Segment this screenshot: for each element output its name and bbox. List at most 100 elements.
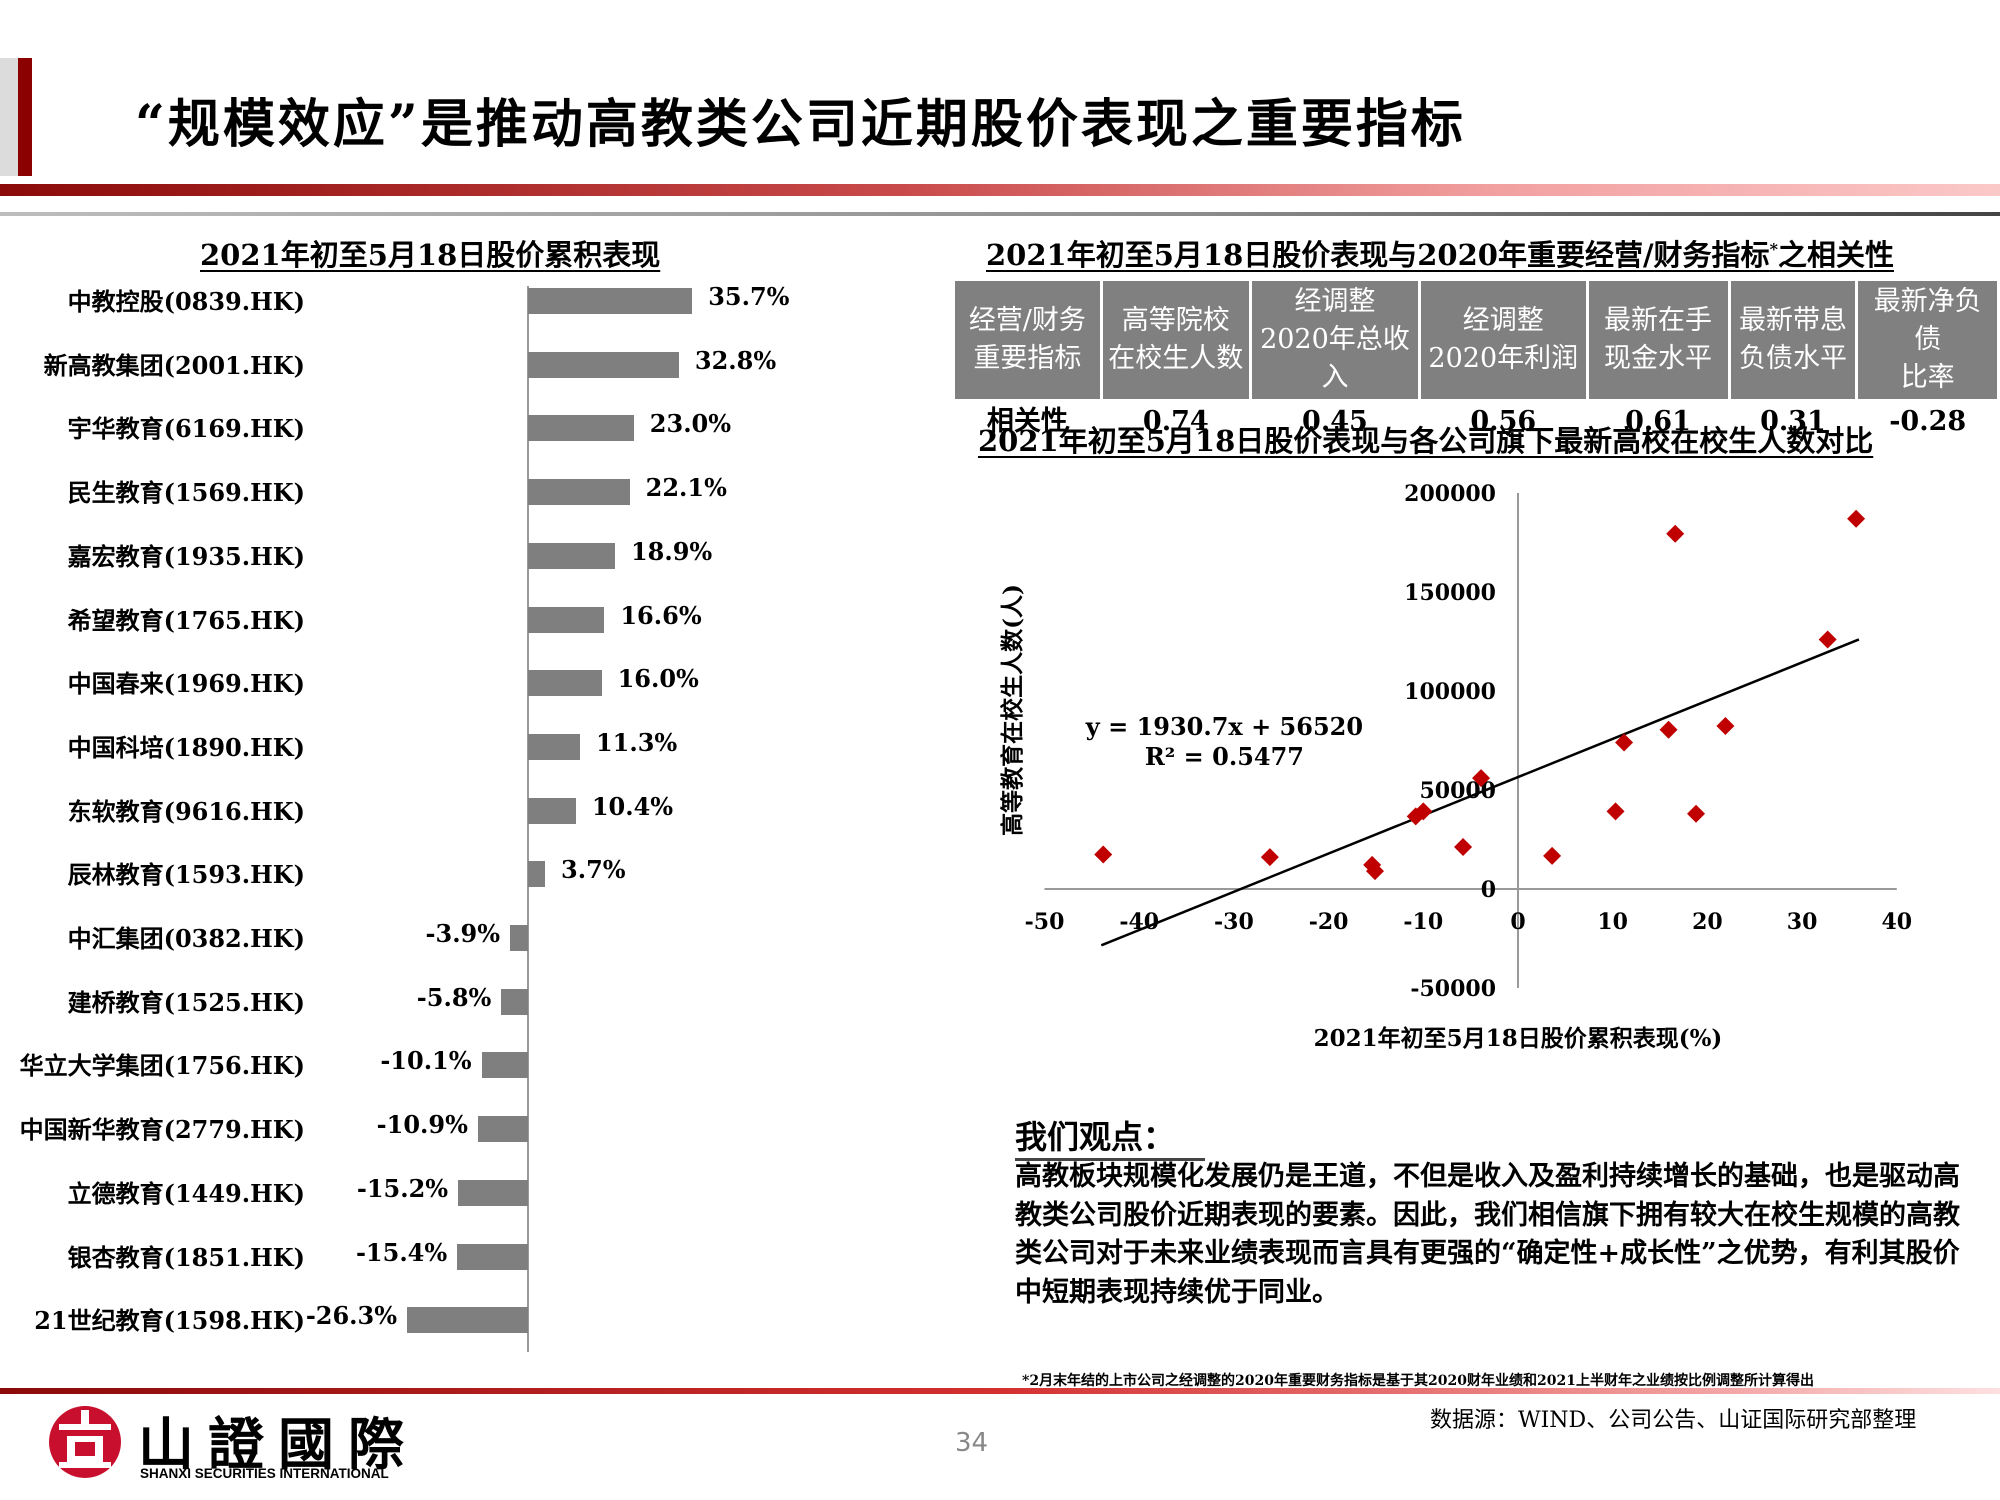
bar-value-label: -15.4% — [355, 1237, 448, 1267]
x-tick-label: 20 — [1692, 909, 1723, 935]
scatter-point-diamond-icon — [1615, 733, 1634, 752]
y-tick-label: 100000 — [1404, 679, 1496, 705]
scatter-point-diamond-icon — [1606, 802, 1625, 821]
bar-value-label: -10.1% — [380, 1046, 472, 1076]
correlation-table: 经营/财务 重要指标 高等院校 在校生人数 经调整 2020年总收入 经调整 2020年利润最… — [952, 278, 2000, 442]
correlation-table-title: 2021年初至5月18日股价表现与2020年重要经营/财务指标*之相关性 — [986, 238, 1894, 272]
bar-row: 嘉宏教育(1935.HK) 18.9% — [0, 531, 800, 581]
trendline-equation: y = 1930.7x + 56520 — [1085, 712, 1363, 741]
bar-row: 21世纪教育(1598.HK) -26.3% — [0, 1295, 800, 1345]
scatter-point-diamond-icon — [1454, 838, 1473, 857]
bar-row: 中国春来(1969.HK) 16.0% — [0, 658, 800, 708]
bar-value-label: 11.3% — [595, 727, 678, 757]
x-tick-label: -30 — [1214, 909, 1254, 935]
bar — [528, 670, 602, 697]
bar-category-label: 辰林教育(1593.HK) — [67, 860, 305, 890]
bar — [528, 351, 679, 378]
bar-value-label: 18.9% — [630, 536, 713, 566]
opinion-body: 高教板块规模化发展仍是王道，不但是收入及盈利持续增长的基础，也是驱动高教类公司股… — [1015, 1161, 1960, 1308]
bar-row: 银杏教育(1851.HK) -15.4% — [0, 1232, 800, 1282]
bar — [458, 1179, 528, 1206]
x-tick-label: -10 — [1403, 909, 1443, 935]
bar-category-label: 新高教集团(2001.HK) — [43, 350, 305, 380]
bar — [528, 797, 576, 824]
bar-row: 中国科培(1890.HK) 11.3% — [0, 722, 800, 772]
logo-chinese-name: 山證國際 — [138, 1413, 418, 1478]
correlation-row-label: 相关性 — [986, 406, 1068, 437]
x-axis-title: 2021年初至5月18日股价累积表现(%) — [1314, 1025, 1723, 1052]
x-tick-label: 0 — [1510, 909, 1525, 935]
bar — [477, 1116, 528, 1143]
bar — [528, 415, 634, 442]
trendline-r-squared: R² = 0.5477 — [1145, 742, 1304, 771]
correlation-header-cell: 经调整 2020年总收入 — [1248, 278, 1422, 402]
logo-emblem-icon — [49, 1406, 121, 1478]
correlation-value-cell: 0.56 — [1470, 406, 1537, 437]
page-number: 34 — [955, 1428, 989, 1458]
y-axis-title: 高等教育在校生人数(人) — [999, 584, 1026, 836]
y-tick-label: 200000 — [1404, 481, 1496, 507]
header-divider-grey — [0, 212, 2000, 216]
bar-chart-title: 2021年初至5月18日股价累积表现 — [200, 238, 661, 272]
correlation-header-cell: 最新在手 现金水平 — [1585, 278, 1731, 402]
bar — [481, 1052, 528, 1079]
bar-row: 辰林教育(1593.HK) 3.7% — [0, 849, 800, 899]
correlation-table-row: 相关性 0.74 0.45 0.56 0.61 0.31 -0.28 — [954, 401, 1999, 443]
y-tick-label: -50000 — [1410, 976, 1496, 1002]
bar-value-label: 10.4% — [591, 791, 674, 821]
header-divider-red — [0, 184, 2000, 196]
scatter-point-diamond-icon — [1260, 848, 1279, 867]
footer-divider — [0, 1388, 2000, 1394]
trendline — [1100, 638, 1860, 947]
footnote: *2月末年结的上市公司之经调整的2020年重要财务指标是基于其2020财年业绩和… — [1022, 1373, 1814, 1389]
bar-row: 宇华教育(6169.HK) 23.0% — [0, 403, 800, 453]
scatter-point-diamond-icon — [1666, 524, 1685, 543]
bar-category-label: 中国春来(1969.HK) — [67, 669, 305, 699]
bar-category-label: 民生教育(1569.HK) — [67, 478, 305, 508]
company-logo: 山證國際 SHANXI SECURITIES INTERNATIONAL — [45, 1400, 445, 1490]
bar-value-label: 16.6% — [620, 600, 702, 630]
data-source: 数据源：WIND、公司公告、山证国际研究部整理 — [1430, 1408, 1917, 1433]
bar — [528, 733, 580, 760]
bar — [528, 542, 615, 569]
correlation-value-cell: 0.31 — [1760, 406, 1826, 437]
bar-value-label: 22.1% — [645, 473, 727, 503]
correlation-value-cell: 0.74 — [1142, 406, 1209, 437]
bar-category-label: 东软教育(9616.HK) — [67, 796, 305, 826]
bar-row: 立德教育(1449.HK) -15.2% — [0, 1168, 800, 1218]
scatter-point-diamond-icon — [1659, 720, 1678, 739]
bar — [407, 1307, 528, 1334]
bar-category-label: 中国新华教育(2779.HK) — [19, 1115, 305, 1145]
bar — [528, 606, 605, 633]
logo-english-name: SHANXI SECURITIES INTERNATIONAL — [140, 1466, 389, 1481]
correlation-table-header-row: 经营/财务 重要指标 高等院校 在校生人数 经调整 2020年总收入 经调整 2020年利润最… — [952, 278, 2000, 402]
bar — [528, 479, 630, 506]
x-tick-label: -20 — [1309, 909, 1349, 935]
bar-value-label: 32.8% — [694, 345, 777, 375]
opinion-heading: 我们观点： — [1015, 1112, 1206, 1161]
page-title: “规模效应”是推动高教类公司近期股价表现之重要指标 — [135, 94, 1466, 155]
bar-category-label: 中国科培(1890.HK) — [67, 732, 305, 762]
bar-row: 中教控股(0839.HK) 35.7% — [0, 276, 800, 326]
bar — [501, 988, 528, 1015]
bar-category-label: 嘉宏教育(1935.HK) — [67, 541, 305, 571]
bar-value-label: -3.9% — [425, 919, 501, 948]
bar-category-label: 建桥教育(1525.HK) — [67, 987, 305, 1017]
bar-row: 民生教育(1569.HK) 22.1% — [0, 467, 800, 517]
bar-value-label: 16.0% — [617, 664, 699, 694]
x-tick-label: 40 — [1881, 909, 1912, 935]
bar-category-label: 银杏教育(1851.HK) — [67, 1242, 305, 1272]
x-tick-label: 10 — [1597, 909, 1628, 935]
correlation-value-cell: 0.45 — [1302, 406, 1368, 437]
bar — [510, 925, 528, 951]
bar-value-label: 3.7% — [561, 855, 626, 885]
bar — [528, 861, 546, 888]
bar-row: 希望教育(1765.HK) 16.6% — [0, 595, 800, 645]
bar-value-label: -10.9% — [376, 1110, 468, 1140]
x-tick-label: 30 — [1787, 909, 1818, 935]
scatter-point-diamond-icon — [1414, 802, 1433, 821]
bar-category-label: 21世纪教育(1598.HK) — [34, 1306, 305, 1336]
scatter-point-diamond-icon — [1818, 630, 1837, 649]
bar-row: 中国新华教育(2779.HK) -10.9% — [0, 1104, 800, 1154]
